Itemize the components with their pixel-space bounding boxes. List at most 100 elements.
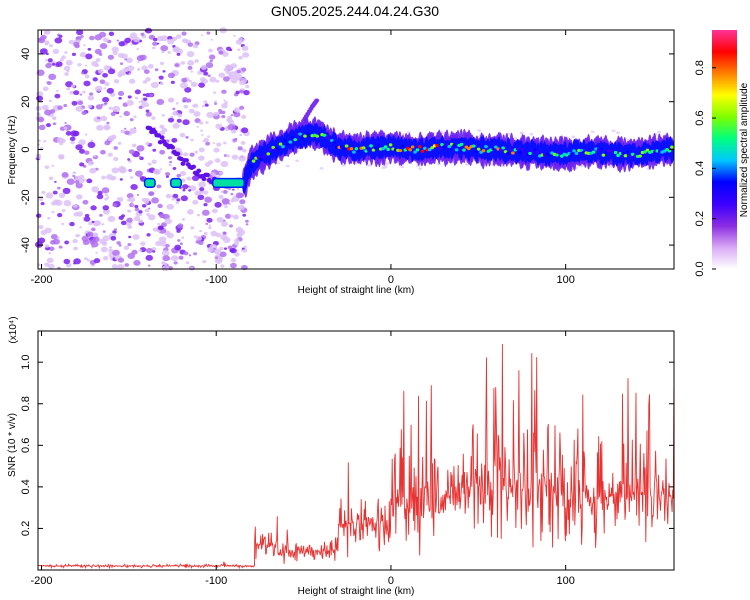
noise-speckle [220, 190, 224, 193]
noise-speckle [160, 213, 166, 218]
snr-y-ticks: 0.2 0.4 0.6 0.8 1.0 [20, 355, 674, 536]
ridge-core [493, 145, 498, 149]
noise-speckle [136, 48, 139, 51]
noise-speckle [63, 126, 68, 130]
ridge-core [298, 132, 302, 136]
ridge-core [557, 150, 562, 154]
ridge-core [498, 148, 503, 152]
ridge-core [452, 143, 456, 148]
noise-speckle [213, 147, 220, 153]
spectrogram-x-ticks: -200 -100 0 100 [30, 30, 575, 286]
noise-speckle [181, 77, 188, 83]
noise-speckle [48, 73, 57, 81]
ridge-core [381, 147, 386, 151]
left-blob [143, 177, 156, 189]
noise-speckle [36, 112, 41, 116]
noise-speckle [616, 131, 621, 135]
noise-speckle [464, 162, 469, 166]
noise-speckle [129, 176, 134, 179]
noise-speckle [239, 89, 244, 94]
ridge-core [371, 148, 376, 152]
noise-speckle [133, 115, 137, 119]
noise-speckle [102, 255, 109, 261]
noise-speckle [91, 220, 95, 224]
colorbar-label: Normalized spectral amplitude [739, 82, 750, 217]
noise-speckle [44, 109, 52, 116]
ridge-body [669, 139, 674, 164]
noise-speckle [222, 236, 231, 244]
noise-speckle [73, 90, 80, 96]
ridge-core [420, 149, 425, 153]
ridge-core [630, 152, 635, 157]
noise-speckle [241, 127, 249, 134]
noise-speckle [153, 168, 161, 175]
noise-speckle [40, 230, 47, 236]
noise-speckle [132, 234, 140, 240]
noise-speckle [139, 249, 143, 252]
ridge-core [440, 143, 444, 147]
noise-speckle [234, 252, 240, 257]
noise-speckle [97, 190, 103, 195]
noise-speckle [78, 139, 86, 146]
noise-speckle [222, 189, 228, 194]
noise-speckle [119, 62, 124, 65]
noise-speckle [191, 175, 200, 182]
noise-speckle [193, 111, 201, 117]
noise-speckle [116, 241, 121, 245]
noise-speckle [38, 225, 44, 230]
noise-speckle [124, 58, 128, 61]
noise-speckle [70, 130, 79, 137]
noise-speckle [184, 87, 192, 93]
noise-speckle [160, 45, 169, 52]
noise-speckle [205, 121, 209, 124]
noise-speckle [64, 121, 67, 124]
noise-speckle [186, 176, 192, 181]
ridge-core [555, 153, 559, 157]
spur-mark [314, 98, 320, 103]
noise-speckle [198, 155, 205, 161]
ridge-core [401, 144, 405, 149]
noise-speckle [107, 152, 113, 157]
noise-speckle [149, 143, 153, 146]
colorbar-gradient [712, 30, 737, 269]
noise-speckle [39, 48, 48, 55]
noise-speckle [102, 72, 108, 78]
noise-speckle [112, 249, 120, 256]
noise-speckle [175, 102, 179, 105]
noise-speckle [84, 257, 88, 261]
noise-speckle [49, 109, 56, 114]
noise-speckle [136, 193, 140, 196]
noise-speckle [37, 116, 45, 123]
ridge-core [413, 150, 417, 154]
noise-speckle [84, 213, 90, 218]
spectrogram-panel: -200 -100 0 100 40 20 0 -20 -40 Height of strai… [7, 27, 675, 296]
ridge-core [376, 144, 381, 148]
noise-speckle [167, 156, 173, 160]
noise-speckle [202, 78, 209, 84]
noise-speckle [44, 40, 50, 45]
noise-speckle [117, 52, 125, 58]
noise-speckle [45, 123, 51, 128]
ridge-core [518, 151, 523, 155]
snr-y-label: SNR (10 * v/v) [7, 413, 18, 477]
ridge-core [447, 144, 452, 149]
noise-speckle [235, 90, 240, 95]
noise-speckle [222, 231, 227, 235]
branch-mark [185, 162, 191, 167]
noise-speckle [58, 245, 63, 249]
ridge-core [515, 147, 520, 151]
noise-speckle [87, 47, 92, 51]
noise-speckle [120, 220, 127, 226]
ridge-core [410, 145, 415, 149]
noise-speckle [238, 55, 243, 60]
ridge-core [276, 147, 280, 151]
noise-speckle [199, 190, 204, 195]
ridge-core [481, 149, 486, 153]
noise-speckle [151, 246, 157, 251]
noise-speckle [48, 99, 52, 103]
ridge-core [418, 145, 422, 149]
noise-speckle [42, 86, 49, 92]
noise-speckle [245, 223, 249, 226]
noise-speckle [239, 133, 243, 137]
